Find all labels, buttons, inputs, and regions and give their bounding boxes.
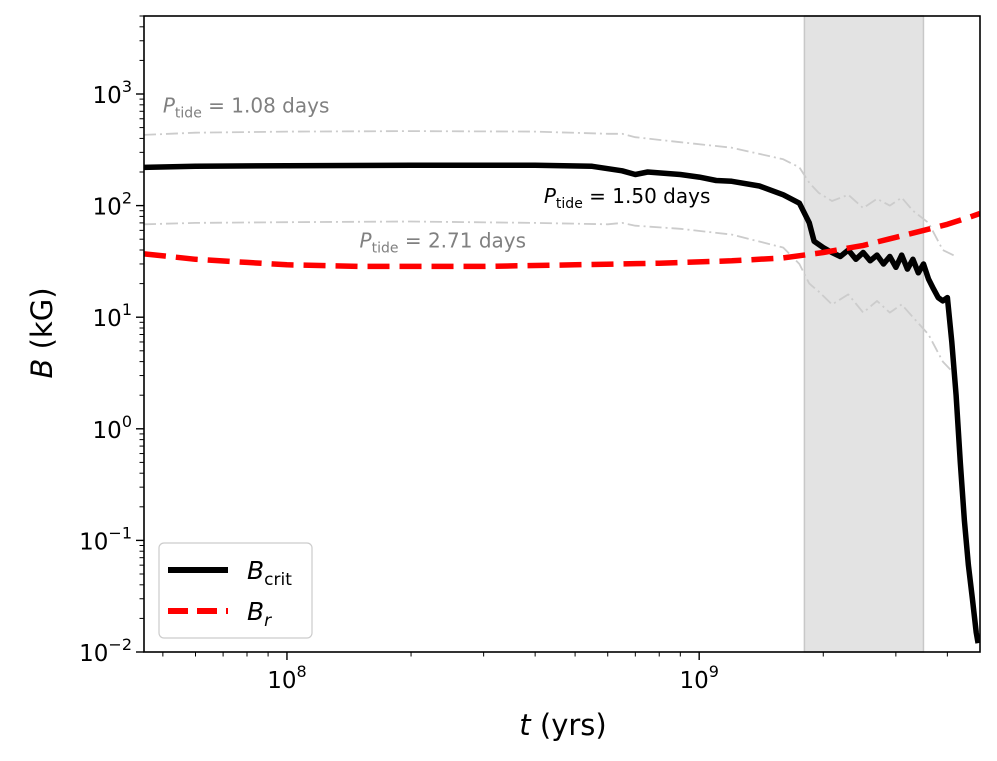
y-tick-label: 102: [93, 189, 132, 221]
annotations: Ptide = 1.08 days Ptide = 1.50 days Ptid…: [163, 94, 711, 257]
annotation-ptide-1-50: Ptide = 1.50 days: [544, 184, 711, 212]
x-tick-label: 108: [267, 662, 306, 694]
legend-label-br: Br: [247, 597, 272, 631]
legend-label-bcrit: Bcrit: [247, 556, 292, 590]
y-tick-label: 101: [93, 300, 132, 332]
y-tick-label: 10−1: [79, 523, 132, 555]
legend: Bcrit Br: [158, 542, 313, 639]
series-line-bcrit: [144, 162, 980, 644]
series-line-upper: [144, 130, 957, 258]
axes-ticks: 108 109 10−2 10−1 100 101 102 103: [79, 15, 948, 694]
annotation-ptide-1-08: Ptide = 1.08 days: [163, 94, 330, 122]
legend-box: [158, 542, 313, 639]
y-tick-label: 103: [93, 77, 132, 109]
shaded-region: [803, 15, 925, 653]
plot-area: [143, 15, 981, 653]
y-axis-label: B (kG): [25, 287, 59, 378]
y-tick-label: 100: [93, 412, 132, 444]
series-line-br: [144, 210, 980, 270]
y-tick-label: 10−2: [79, 635, 132, 667]
x-tick-label: 109: [679, 662, 718, 694]
x-axis-label: t (yrs): [519, 708, 606, 742]
annotation-ptide-2-71: Ptide = 2.71 days: [360, 229, 527, 257]
